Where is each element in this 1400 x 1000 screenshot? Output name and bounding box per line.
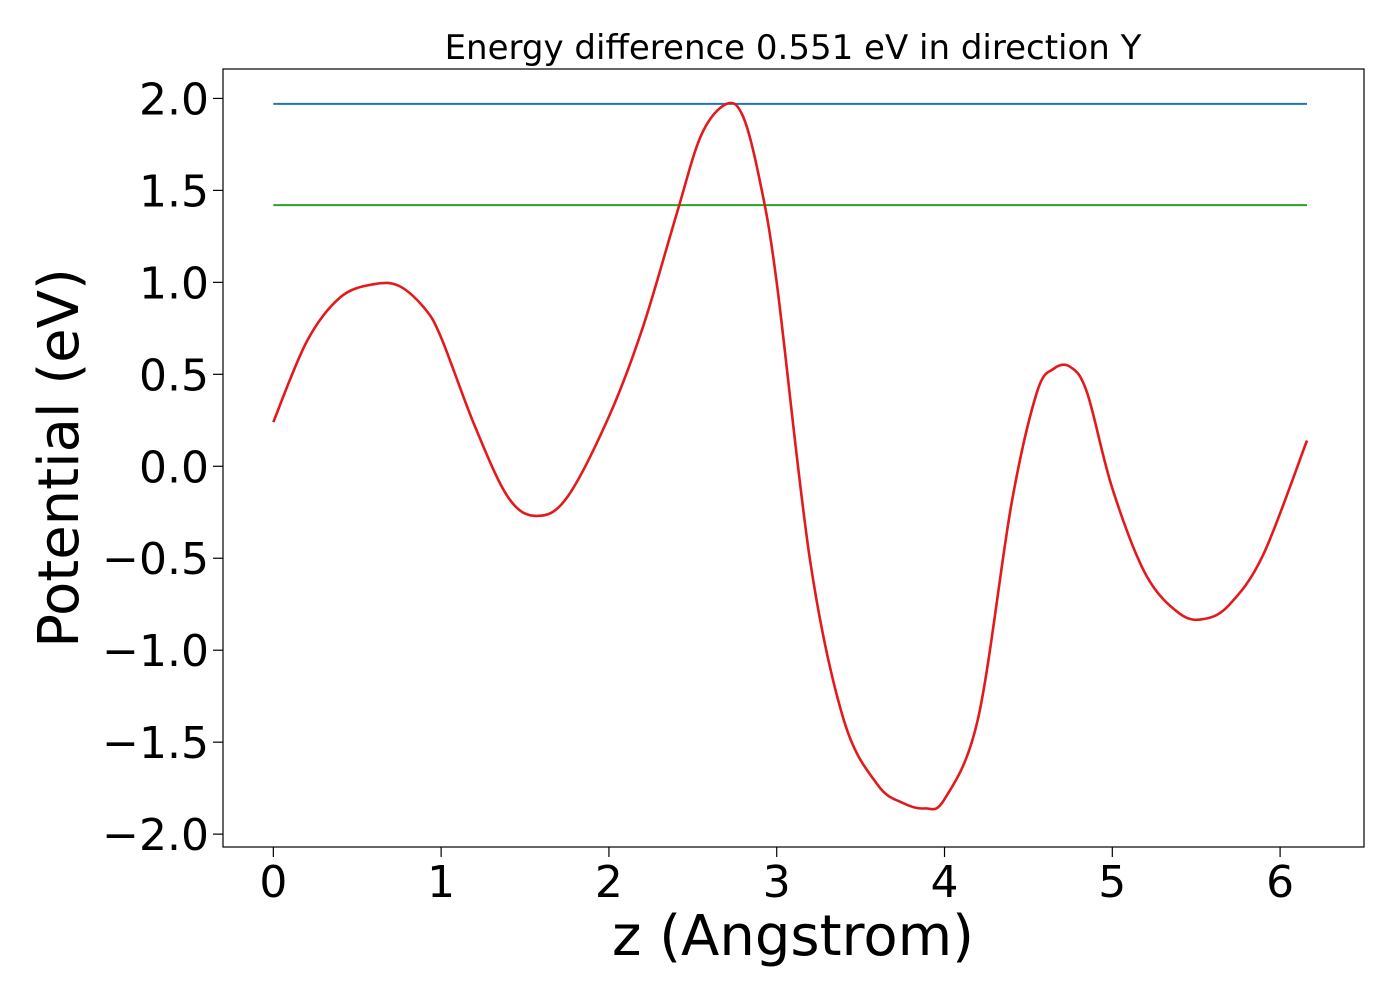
y-axis: −2.0 −1.5 −1.0 −0.5 0.0 0.5 1.0 1.5 2.0 xyxy=(102,74,223,861)
y-tick-label: 1.0 xyxy=(139,258,209,309)
y-tick-label: 1.5 xyxy=(139,166,209,217)
y-tick-label: −2.0 xyxy=(102,810,209,861)
x-tick-label: 2 xyxy=(595,857,623,908)
series-line-3 xyxy=(272,101,1309,811)
x-axis: 0 1 2 3 4 5 6 xyxy=(259,847,1294,908)
y-tick-label: 0.5 xyxy=(139,350,209,401)
y-tick-label: −1.0 xyxy=(102,626,209,677)
x-tick-label: 1 xyxy=(427,857,455,908)
y-tick-label: −0.5 xyxy=(102,534,209,585)
chart-title: Energy difference 0.551 eV in direction … xyxy=(445,28,1142,68)
y-axis-label: Potential (eV) xyxy=(27,268,92,648)
y-tick-label: 2.0 xyxy=(139,74,209,125)
x-tick-label: 0 xyxy=(259,857,287,908)
x-axis-label: z (Angstrom) xyxy=(612,904,974,969)
x-tick-label: 4 xyxy=(931,857,959,908)
y-tick-label: 0.0 xyxy=(139,442,209,493)
x-tick-label: 3 xyxy=(763,857,791,908)
y-tick-label: −1.5 xyxy=(102,718,209,769)
plot-frame xyxy=(222,68,1365,848)
series-layer xyxy=(272,101,1309,811)
x-tick-label: 5 xyxy=(1098,857,1126,908)
x-tick-label: 6 xyxy=(1266,857,1294,908)
